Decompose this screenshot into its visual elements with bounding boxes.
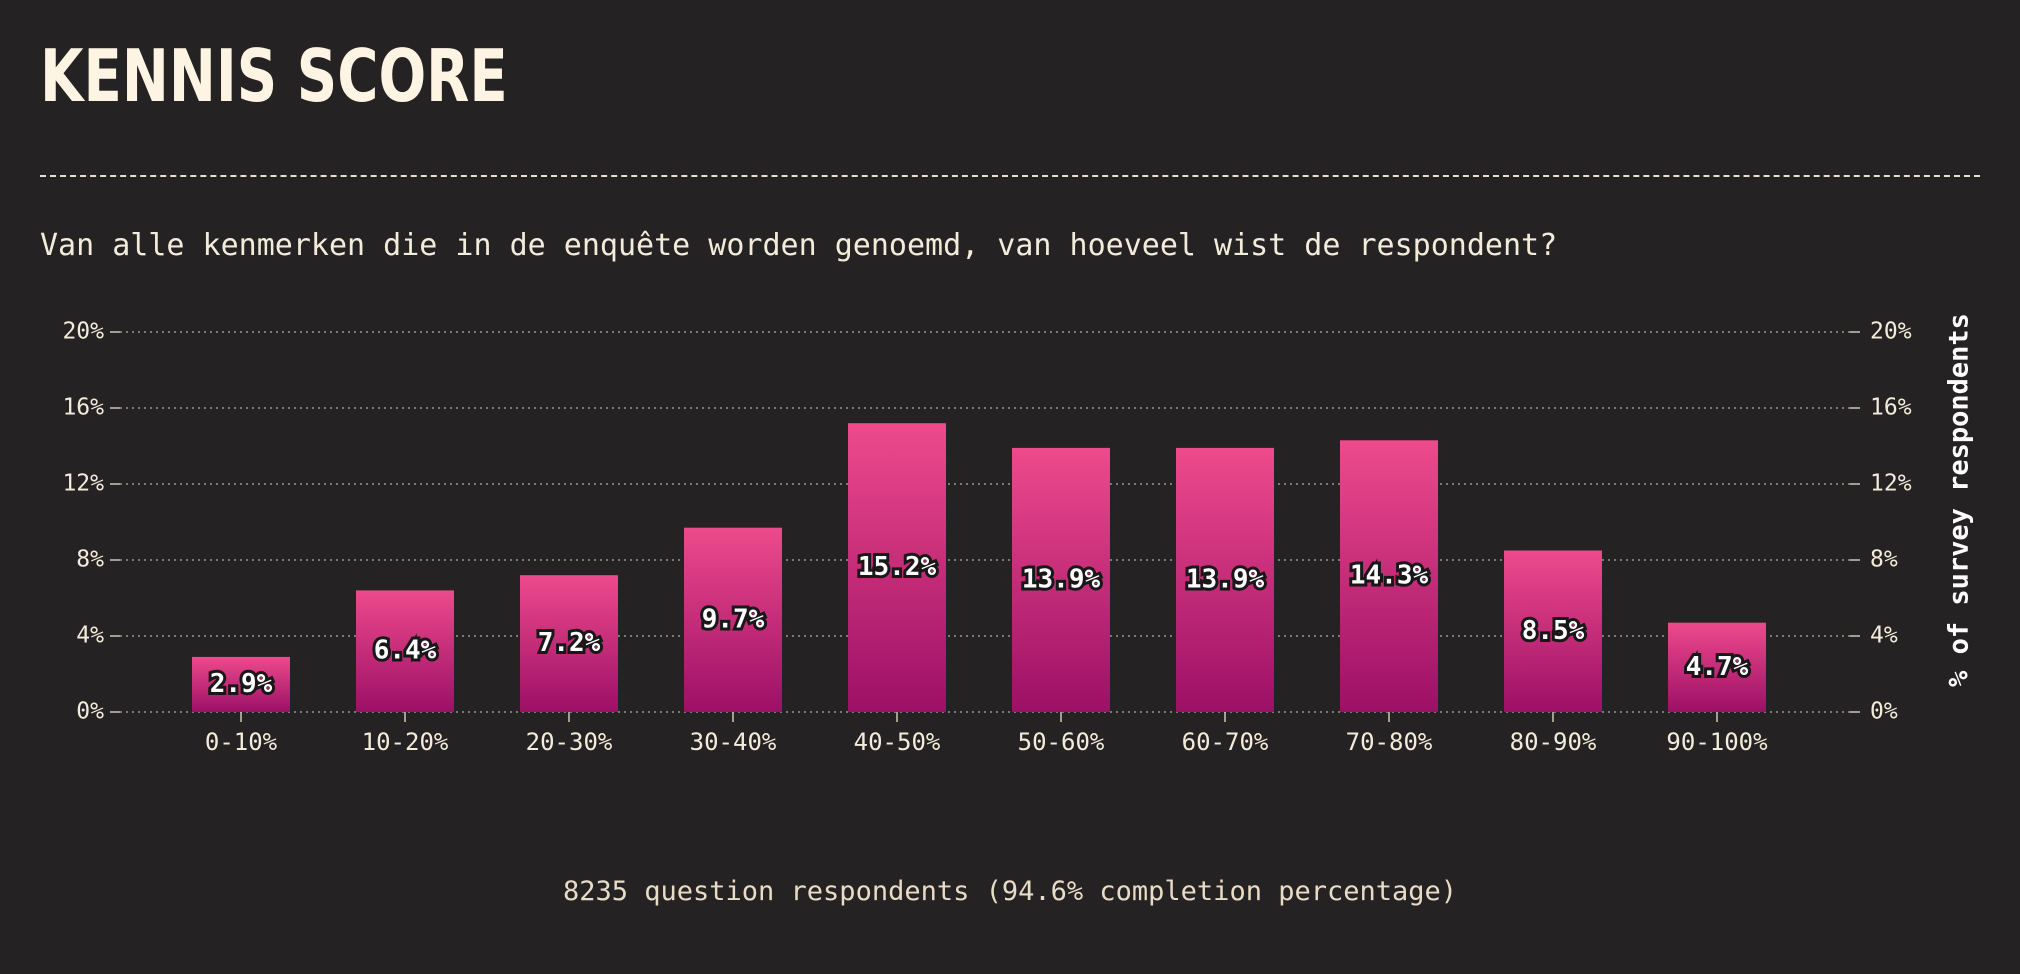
x-tick-label: 80-90% xyxy=(1510,728,1597,756)
bar-value-label: 9.7% xyxy=(702,604,765,634)
bar-value-label: 6.4% xyxy=(374,636,437,666)
y-tick-label-left: 8% xyxy=(76,547,104,573)
x-tick-label: 40-50% xyxy=(854,728,941,756)
x-tick-label: 10-20% xyxy=(362,728,449,756)
y-tick-label-right: 0% xyxy=(1870,699,1898,725)
x-tick-label: 50-60% xyxy=(1018,728,1105,756)
y-axis-label: % of survey respondents xyxy=(1944,313,1975,687)
x-tick-label: 20-30% xyxy=(526,728,613,756)
bar-value-label: 14.3% xyxy=(1350,561,1429,591)
y-tick-label-right: 20% xyxy=(1870,319,1912,345)
bar-value-label: 8.5% xyxy=(1522,616,1585,646)
y-tick-label-right: 8% xyxy=(1870,547,1898,573)
bar-value-label: 13.9% xyxy=(1186,564,1265,594)
y-tick-label-left: 16% xyxy=(62,395,104,421)
bar-value-label: 7.2% xyxy=(538,628,601,658)
x-tick-label: 70-80% xyxy=(1346,728,1433,756)
bar-value-label: 2.9% xyxy=(210,669,273,699)
y-tick-label-left: 4% xyxy=(76,623,104,649)
x-tick-label: 0-10% xyxy=(205,728,278,756)
y-tick-label-right: 4% xyxy=(1870,623,1898,649)
bar-value-label: 4.7% xyxy=(1686,652,1749,682)
bar-value-label: 13.9% xyxy=(1022,564,1101,594)
respondents-note: 8235 question respondents (94.6% complet… xyxy=(0,876,2020,907)
x-tick-label: 60-70% xyxy=(1182,728,1269,756)
y-tick-label-left: 20% xyxy=(62,319,104,345)
y-tick-label-left: 0% xyxy=(76,699,104,725)
x-tick-label: 30-40% xyxy=(690,728,777,756)
bar-value-label: 15.2% xyxy=(858,552,937,582)
y-tick-label-right: 16% xyxy=(1870,395,1912,421)
x-tick-label: 90-100% xyxy=(1666,728,1768,756)
y-tick-label-right: 12% xyxy=(1870,471,1912,497)
y-tick-label-left: 12% xyxy=(62,471,104,497)
